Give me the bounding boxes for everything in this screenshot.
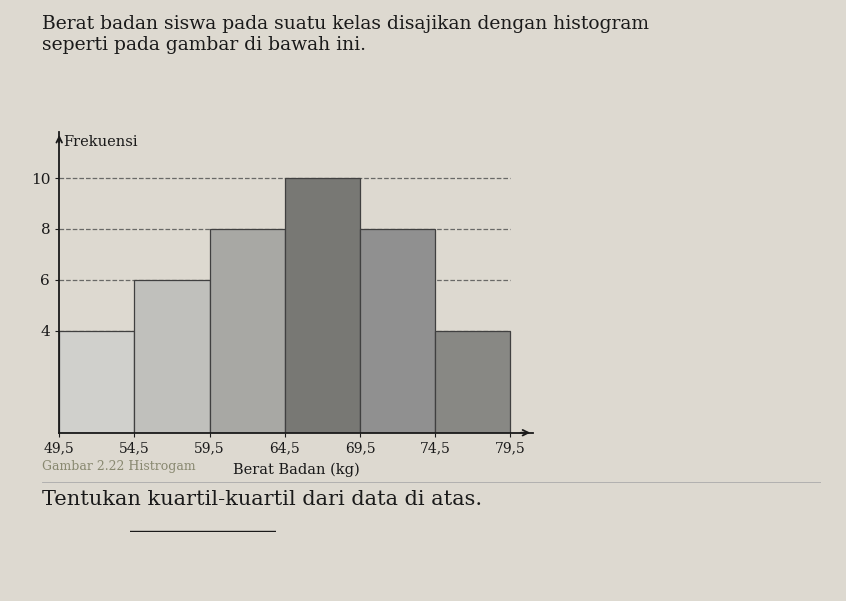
Text: Tentukan kuartil-kuartil dari data di atas.: Tentukan kuartil-kuartil dari data di at… [42, 490, 482, 509]
Text: Gambar 2.22 Histrogam: Gambar 2.22 Histrogam [42, 460, 196, 473]
Bar [210, 229, 285, 433]
Bar [135, 280, 210, 433]
Bar [360, 229, 435, 433]
X-axis label: Berat Badan (kg): Berat Badan (kg) [233, 463, 360, 477]
Text: Frekuensi: Frekuensi [63, 135, 139, 149]
Bar [59, 331, 135, 433]
Text: Berat badan siswa pada suatu kelas disajikan dengan histogram: Berat badan siswa pada suatu kelas disaj… [42, 15, 649, 33]
Text: seperti pada gambar di bawah ini.: seperti pada gambar di bawah ini. [42, 36, 366, 54]
Bar [285, 178, 360, 433]
Bar [435, 331, 510, 433]
